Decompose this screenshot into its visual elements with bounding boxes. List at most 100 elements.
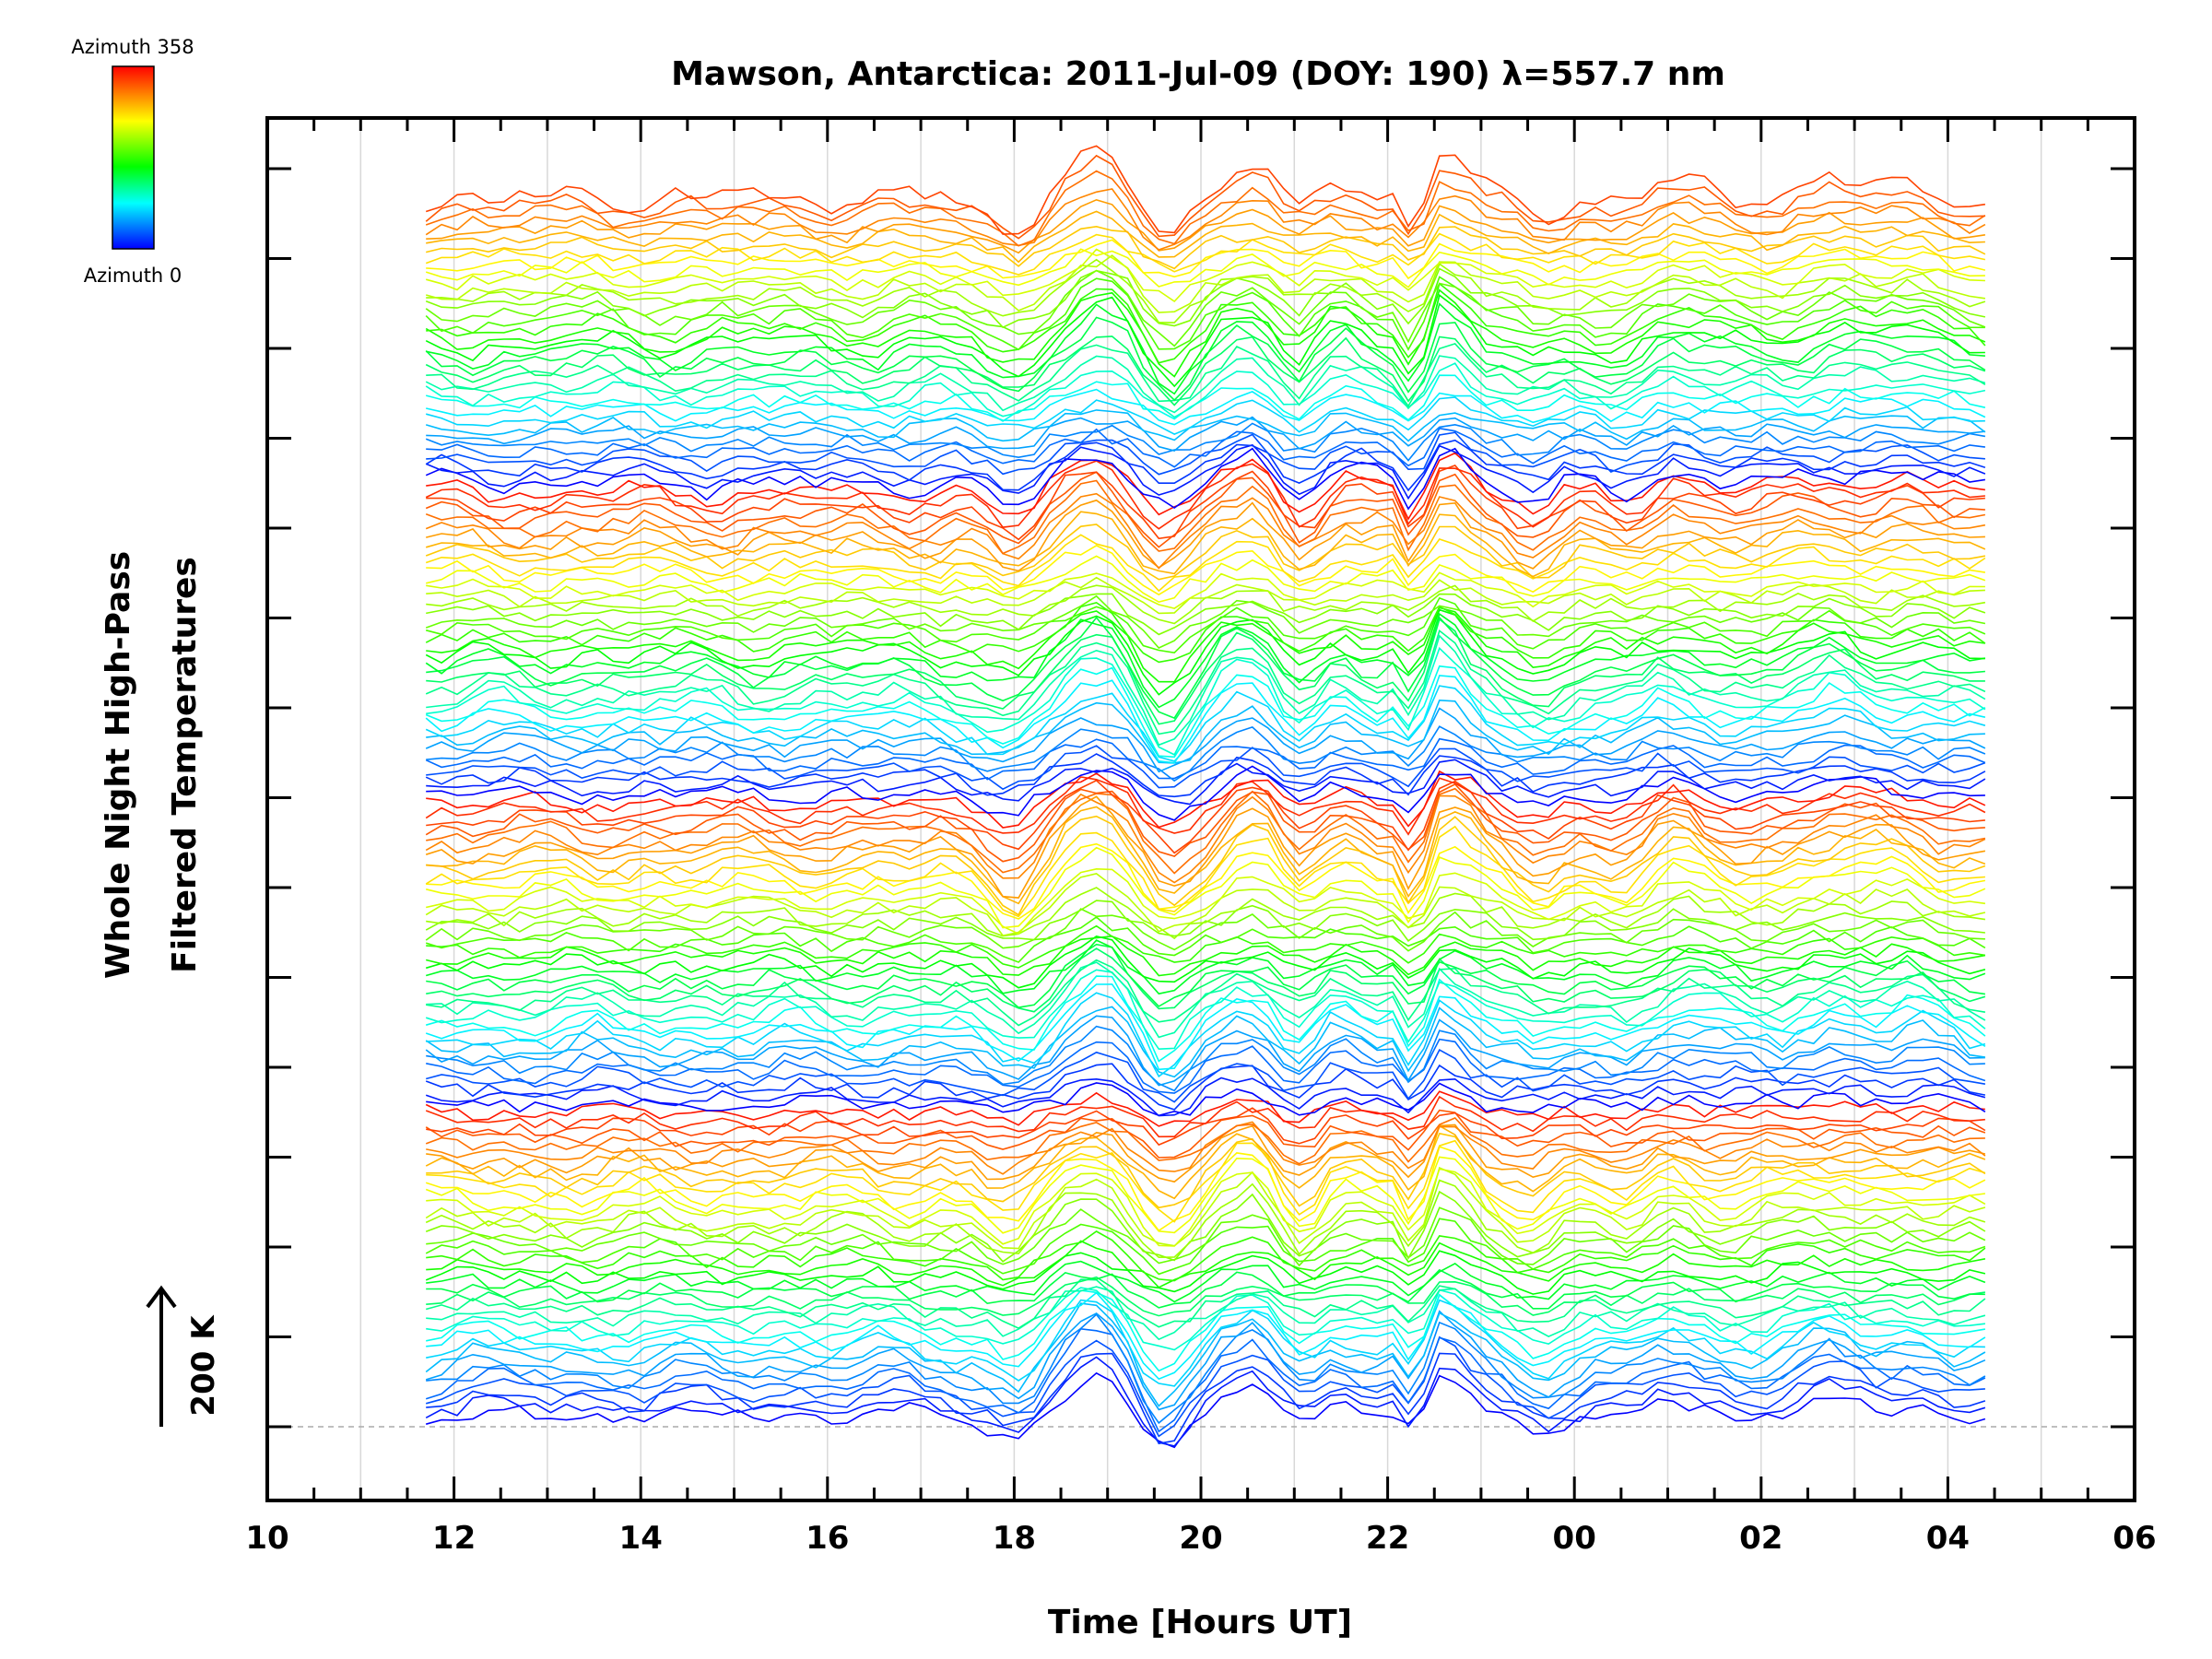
series-line (425, 267, 1986, 329)
series-line (426, 887, 1986, 940)
series-line (425, 254, 1986, 313)
series-line (425, 707, 1986, 773)
x-tick-label: 22 (1366, 1520, 1409, 1557)
series-line (425, 1356, 1986, 1447)
series-line (426, 842, 1986, 920)
series-line (426, 427, 1986, 468)
series-line (425, 1006, 1986, 1078)
series-line (426, 1352, 1986, 1445)
series-line (425, 232, 1986, 276)
series-line (425, 665, 1986, 759)
series-line (426, 947, 1986, 1013)
series-line (426, 1025, 1985, 1092)
series-line (425, 1302, 1986, 1407)
series-line (425, 795, 1986, 899)
series-line (426, 593, 1986, 636)
series-line (426, 1124, 1986, 1183)
series-line (426, 779, 1985, 854)
colorbar-top-label: Azimuth 358 (71, 36, 194, 58)
series-line (426, 1313, 1986, 1425)
series-line (425, 1109, 1986, 1159)
x-tick-labels: 10 12 14 16 18 20 22 00 02 04 06 (245, 1520, 2156, 1557)
series-line (426, 935, 1986, 977)
series-line (426, 1268, 1985, 1310)
series-line (426, 924, 1986, 969)
series-line (425, 737, 1986, 781)
series-line (426, 225, 1986, 270)
series-line (425, 335, 1986, 406)
series-line (425, 1124, 1986, 1200)
series-line (425, 1063, 1986, 1111)
series-line (425, 1278, 1986, 1330)
y-axis-label-line2: Filtered Temperatures (166, 557, 204, 973)
series-line (425, 1156, 1986, 1234)
series-line (426, 787, 1986, 875)
series-line (425, 1310, 1986, 1411)
series-line (425, 793, 1986, 884)
series-line (425, 983, 1986, 1071)
series-line (425, 1167, 1986, 1250)
series-line (425, 825, 1985, 918)
series-line (425, 612, 1986, 709)
axes (265, 116, 2136, 1502)
series-line (425, 396, 1985, 435)
series-line (425, 288, 1986, 378)
x-tick-label: 18 (993, 1520, 1036, 1557)
series-line (426, 1139, 1986, 1223)
series-line (425, 753, 1986, 798)
series-line (425, 629, 1986, 735)
series-line (426, 571, 1985, 609)
series-line (425, 471, 1985, 548)
series-line (425, 439, 1986, 492)
scale-label: 200 K (185, 1314, 222, 1417)
series-line (426, 765, 1985, 821)
series-line (425, 608, 1985, 696)
series-line (425, 969, 1986, 1051)
series-line (425, 939, 1986, 995)
series-line (425, 1190, 1986, 1263)
series-line (426, 198, 1986, 254)
x-tick-label: 20 (1179, 1520, 1222, 1557)
series-line (425, 145, 1986, 235)
series-line (426, 1206, 1986, 1267)
series-line (425, 602, 1986, 664)
x-tick-label: 00 (1553, 1520, 1596, 1557)
x-tick-label: 04 (1926, 1520, 1970, 1557)
series-line (426, 745, 1986, 791)
series-line (426, 606, 1986, 683)
series-line (426, 555, 1986, 604)
x-tick-label: 10 (245, 1520, 288, 1557)
series-line (425, 675, 1986, 764)
series-line (425, 1371, 1986, 1449)
series-line (426, 210, 1985, 264)
series-line (426, 1287, 1985, 1351)
series-line (426, 646, 1986, 756)
series-line (426, 1038, 1986, 1094)
series-line (426, 282, 1986, 364)
series-line (426, 759, 1986, 806)
series-line (425, 900, 1985, 943)
series-line (426, 1082, 1986, 1117)
x-tick-label: 12 (432, 1520, 476, 1557)
series-line (425, 443, 1986, 500)
series-line (426, 616, 1985, 720)
series-line (426, 452, 1986, 521)
series-line (426, 499, 1985, 572)
series-line (425, 873, 1986, 936)
series-line (426, 725, 1986, 782)
colorbar (112, 65, 155, 250)
series-line (425, 1146, 1986, 1232)
series-line (425, 1090, 1985, 1127)
series-line (426, 961, 1986, 1039)
y-axis-label-line1: Whole Night High-Pass (100, 551, 137, 979)
chart-title: Mawson, Antarctica: 2011-Jul-09 (DOY: 19… (671, 55, 1725, 93)
series-line (425, 596, 1986, 654)
series-line (425, 248, 1985, 303)
series-line (426, 634, 1986, 747)
series-line (425, 511, 1986, 578)
series-line (426, 1276, 1986, 1317)
series-line (425, 935, 1986, 989)
series-line (426, 1240, 1986, 1288)
series-line (425, 975, 1986, 1063)
series-line (425, 154, 1985, 240)
